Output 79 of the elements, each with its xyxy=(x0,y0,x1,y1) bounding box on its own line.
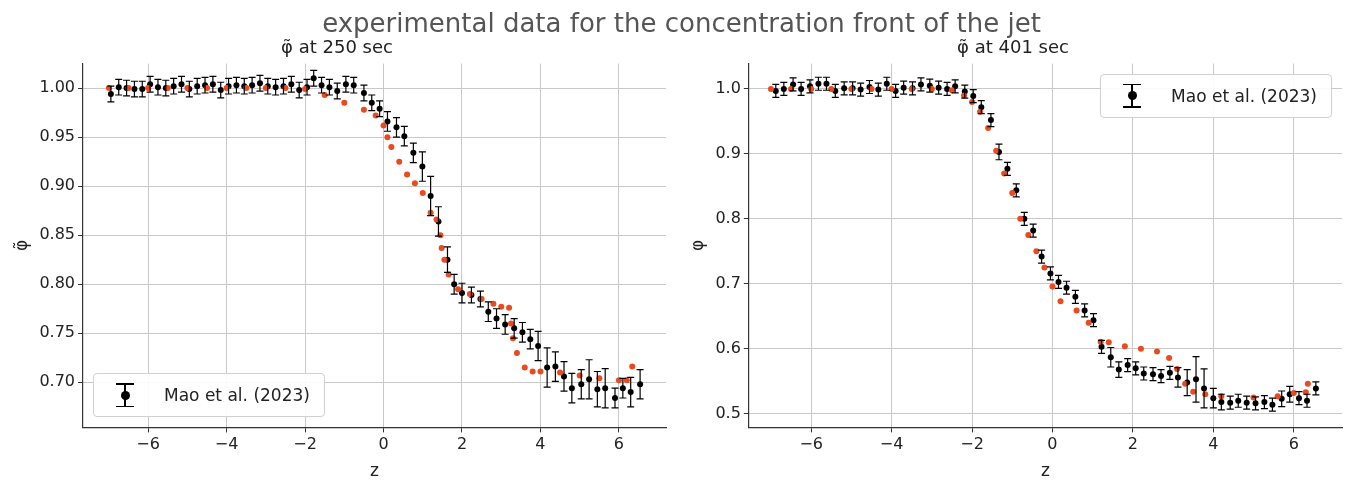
point xyxy=(557,369,564,376)
point xyxy=(1302,389,1309,396)
point xyxy=(1017,215,1024,222)
point xyxy=(1105,339,1112,346)
point xyxy=(1274,393,1281,400)
point xyxy=(506,304,513,311)
point xyxy=(1290,389,1297,396)
x-tick-label: −2 xyxy=(293,434,317,454)
x-tick-label: −4 xyxy=(879,434,904,454)
x-tick-label: 6 xyxy=(1288,434,1299,454)
point xyxy=(1049,283,1056,290)
point xyxy=(438,244,445,251)
point xyxy=(521,364,528,371)
legend-label: Mao et al. (2023) xyxy=(164,385,310,406)
point xyxy=(537,368,544,375)
point xyxy=(888,85,895,92)
point xyxy=(341,99,348,106)
point xyxy=(1041,264,1048,271)
y-tick-label: 0.70 xyxy=(39,371,76,391)
y-tick-label: 0.80 xyxy=(39,273,76,293)
point xyxy=(1025,232,1032,239)
point xyxy=(1033,248,1040,255)
y-tick-label: 0.6 xyxy=(715,337,741,357)
point xyxy=(615,377,622,384)
point xyxy=(1154,348,1161,355)
y-axis-title: φ xyxy=(686,239,707,252)
point xyxy=(513,349,520,356)
y-tick-label: 0.5 xyxy=(715,402,741,422)
point xyxy=(1009,189,1016,196)
x-tick-label: −2 xyxy=(960,434,984,454)
text: experimental data for the concentration front of the jet xyxy=(321,8,1042,38)
x-tick-label: −4 xyxy=(214,434,239,454)
x-tick-label: −6 xyxy=(799,434,823,454)
point xyxy=(455,286,462,293)
point xyxy=(767,85,774,92)
legend-label: Mao et al. (2023) xyxy=(1171,85,1317,106)
point xyxy=(404,171,411,178)
x-tick-label: 0 xyxy=(378,434,389,454)
point xyxy=(1137,345,1144,352)
point xyxy=(490,300,497,307)
y-tick-label: 0.90 xyxy=(39,175,76,195)
x-tick-label: 6 xyxy=(613,434,625,454)
y-tick-label: 0.8 xyxy=(715,208,741,228)
point xyxy=(1085,319,1092,326)
point xyxy=(1073,307,1080,314)
y-tick-label: 0.9 xyxy=(715,143,741,163)
point xyxy=(1001,170,1008,177)
x-tick-label: 2 xyxy=(456,434,468,454)
point xyxy=(419,190,426,197)
y-tick-label: 0.7 xyxy=(715,272,741,292)
x-tick-label: 4 xyxy=(1208,434,1219,454)
x-tick-label: −6 xyxy=(136,434,160,454)
point xyxy=(828,85,835,92)
x-tick-label: 2 xyxy=(1127,434,1138,454)
x-axis-title: z xyxy=(1040,460,1050,481)
y-tick-label: 1.0 xyxy=(715,78,741,98)
point xyxy=(1304,380,1311,387)
x-tick-label: 0 xyxy=(1047,434,1058,454)
y-axis-title: φ̃ xyxy=(10,239,31,252)
point xyxy=(1057,298,1064,305)
point xyxy=(623,377,630,384)
point xyxy=(498,303,505,310)
y-tick-label: 1.00 xyxy=(39,77,76,97)
point xyxy=(411,180,418,187)
y-tick-label: 0.95 xyxy=(39,126,76,146)
y-tick-label: 0.75 xyxy=(39,322,76,342)
point xyxy=(396,158,403,165)
point xyxy=(1121,343,1128,350)
point xyxy=(388,143,395,150)
x-tick-label: 4 xyxy=(535,434,546,454)
y-tick-label: 0.85 xyxy=(39,224,76,244)
point xyxy=(1166,354,1173,361)
point xyxy=(384,134,391,141)
point xyxy=(629,363,636,370)
point xyxy=(360,106,367,113)
x-axis-title: z xyxy=(370,460,380,481)
point xyxy=(529,368,536,375)
point xyxy=(508,320,515,327)
point xyxy=(380,122,387,129)
